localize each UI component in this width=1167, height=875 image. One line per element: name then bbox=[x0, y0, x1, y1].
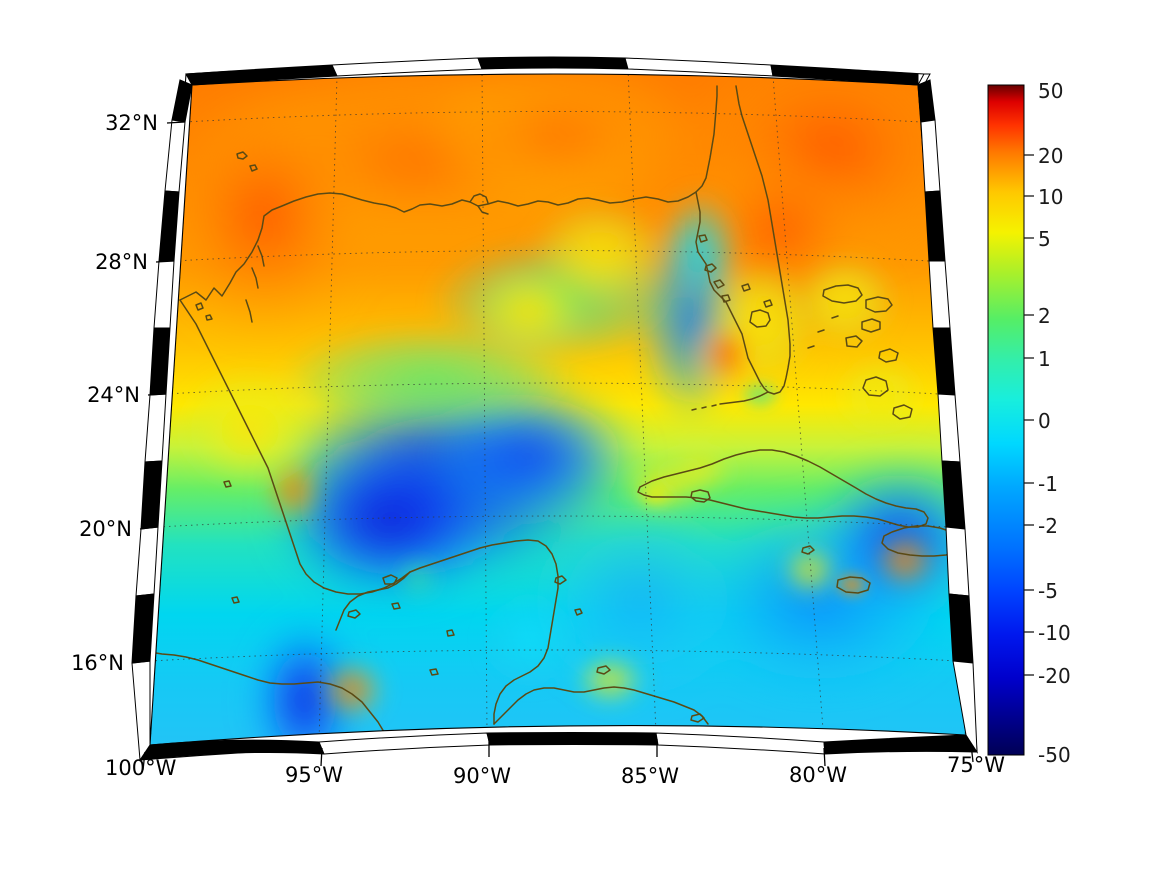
cbar-label-n5: -5 bbox=[1038, 579, 1058, 603]
map-frame-top-ticks bbox=[185, 56, 931, 86]
longitude-tick-labels: 100°W 95°W 90°W 85°W 80°W 75°W bbox=[105, 753, 1005, 788]
coastline-keys-islands bbox=[691, 404, 717, 411]
anomaly-fine-cuba-w bbox=[635, 481, 675, 509]
cbar-label-5: 5 bbox=[1038, 227, 1051, 251]
lon-tick-80 bbox=[823, 747, 826, 767]
anomaly-caribbean-yellow bbox=[782, 544, 838, 596]
anomaly-sflorida-positive-2 bbox=[706, 330, 746, 374]
lon-label-75: 75°W bbox=[947, 753, 1005, 777]
anomaly-yellow-ridge-2 bbox=[470, 265, 590, 355]
lat-tick-24 bbox=[147, 393, 167, 396]
anomaly-transition-green-2 bbox=[280, 325, 580, 435]
lat-tick-20 bbox=[139, 526, 159, 530]
lat-label-32: 32°N bbox=[105, 111, 158, 135]
gridline-lat-24 bbox=[165, 382, 939, 395]
coastlines bbox=[150, 85, 963, 743]
field-large-scale-anomalies bbox=[155, 74, 966, 745]
coastline-florida bbox=[695, 85, 791, 395]
gridline-lon-80 bbox=[772, 75, 825, 743]
lake-okeechobee bbox=[749, 309, 771, 328]
anomaly-bahamas-positive bbox=[795, 255, 895, 345]
coastline-yucatan bbox=[409, 539, 559, 725]
cbar-label-10: 10 bbox=[1038, 185, 1063, 209]
colorbar-ticks bbox=[1024, 154, 1034, 676]
coastline-small-islands bbox=[195, 151, 815, 723]
coastline-florida-inland bbox=[698, 234, 731, 303]
lat-label-20: 20°N bbox=[79, 517, 132, 541]
map-frame-bottom-ticks bbox=[138, 732, 978, 761]
latitude-tick-labels: 32°N 28°N 24°N 20°N 16°N bbox=[71, 111, 158, 675]
cbar-label-n1: -1 bbox=[1038, 472, 1058, 496]
anomaly-cuba-north-positive-2 bbox=[665, 448, 735, 492]
cbar-label-0: 0 bbox=[1038, 409, 1051, 433]
anomaly-wgulf-yellow bbox=[180, 370, 320, 490]
lat-label-16: 16°N bbox=[71, 651, 124, 675]
lon-tick-95 bbox=[320, 747, 323, 767]
cbar-label-n20: -20 bbox=[1038, 664, 1071, 688]
coastline-us-gulf bbox=[179, 85, 718, 301]
cbar-label-50: 50 bbox=[1038, 79, 1063, 103]
coastline-mexico-east bbox=[179, 299, 411, 595]
lat-tick-16 bbox=[131, 660, 151, 664]
cbar-label-n10: -10 bbox=[1038, 621, 1071, 645]
anomaly-honduras-yellow bbox=[575, 655, 645, 705]
cbar-label-n50: -50 bbox=[1038, 743, 1071, 767]
cbar-label-20: 20 bbox=[1038, 144, 1063, 168]
lon-label-100: 100°W bbox=[105, 756, 177, 780]
map-frame-left-ticks bbox=[131, 79, 193, 762]
map-frame bbox=[131, 56, 978, 762]
lon-label-85: 85°W bbox=[621, 764, 679, 788]
coastline-jamaica bbox=[836, 576, 871, 594]
colorbar-gradient bbox=[988, 85, 1024, 755]
coastline-bahamas bbox=[807, 284, 913, 420]
gridline-lat-32 bbox=[184, 111, 922, 123]
coastline-florida-keys bbox=[719, 391, 769, 405]
anomaly-fine-jamaica bbox=[834, 571, 870, 599]
anomaly-campeche-bank-green bbox=[396, 558, 440, 598]
anomaly-fine-keys bbox=[738, 379, 782, 411]
coastline-cuba bbox=[637, 449, 929, 528]
colorbar-tick-labels: 50 20 10 5 2 1 0 -1 -2 -5 -10 -20 -50 bbox=[1038, 79, 1071, 767]
field-mesoscale-anomalies bbox=[180, 190, 935, 720]
lon-label-95: 95°W bbox=[285, 763, 343, 787]
coastline-mississippi-delta bbox=[469, 193, 489, 215]
gridline-lat-16 bbox=[150, 649, 959, 662]
lon-tick-100 bbox=[142, 751, 146, 771]
lon-label-80: 80°W bbox=[789, 763, 847, 787]
anomaly-nwgulf-positive bbox=[420, 74, 700, 215]
colorbar: 50 20 10 5 2 1 0 -1 -2 -5 -10 -20 -50 bbox=[987, 79, 1071, 767]
gridline-lon-95 bbox=[318, 75, 338, 743]
cbar-label-n2: -2 bbox=[1038, 514, 1058, 538]
map-data-field bbox=[150, 74, 966, 745]
lat-tick-32 bbox=[166, 121, 186, 124]
cbar-label-1: 1 bbox=[1038, 347, 1051, 371]
lat-label-28: 28°N bbox=[95, 250, 148, 274]
lon-tick-75 bbox=[970, 743, 974, 763]
gridline-lon-90 bbox=[481, 74, 488, 734]
coastline-central-america bbox=[493, 686, 709, 725]
lon-label-90: 90°W bbox=[453, 764, 511, 788]
coastline-isle-of-youth bbox=[690, 489, 711, 503]
anomaly-bahamas-positive-2 bbox=[840, 360, 920, 430]
lat-tick-28 bbox=[155, 260, 175, 263]
coastline-campeche bbox=[335, 571, 411, 631]
anomaly-tehuantepec-positive bbox=[320, 660, 384, 720]
coastline-texas-barrier bbox=[245, 245, 265, 323]
cbar-label-2: 2 bbox=[1038, 304, 1051, 328]
lat-label-24: 24°N bbox=[87, 383, 140, 407]
gridline-lat-20 bbox=[157, 515, 950, 528]
gridline-lon-85 bbox=[627, 74, 657, 734]
anomaly-hispaniola-positive bbox=[875, 532, 935, 588]
map-frame-right-ticks bbox=[917, 79, 978, 754]
axis-tick-marks bbox=[131, 121, 974, 771]
